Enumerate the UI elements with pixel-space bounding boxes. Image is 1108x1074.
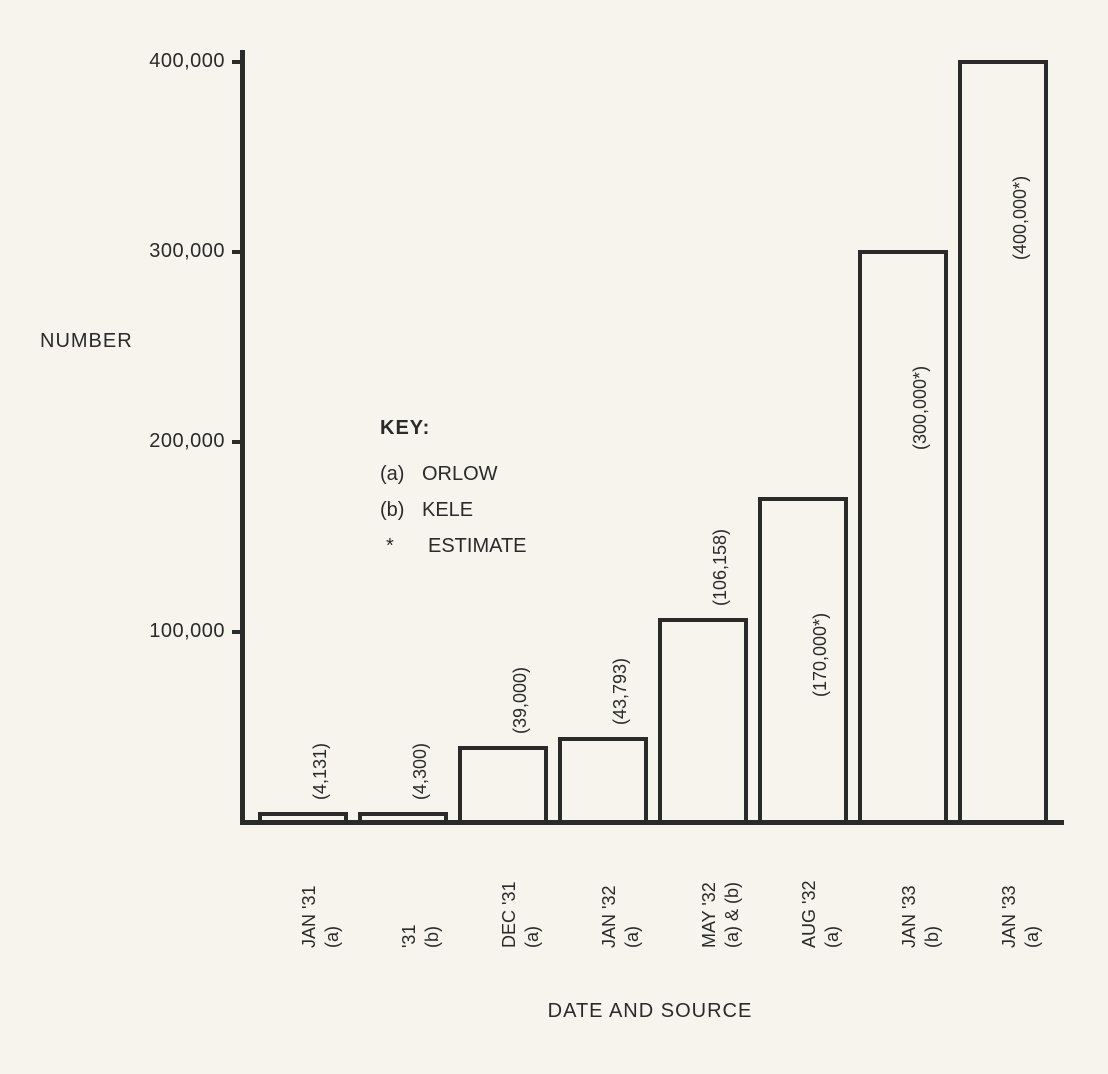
bar bbox=[458, 746, 548, 820]
x-category-label: JAN '33 (b) bbox=[898, 886, 945, 948]
bar-value-label: (4,131) bbox=[310, 743, 331, 800]
key-symbol: * bbox=[380, 528, 428, 564]
x-category-label: MAY '32 (a) & (b) bbox=[698, 882, 745, 948]
x-category-label: DEC '31 (a) bbox=[498, 882, 545, 948]
bar bbox=[358, 812, 448, 820]
bar bbox=[258, 812, 348, 820]
ytick-label: 200,000 bbox=[130, 430, 225, 453]
ytick-mark bbox=[232, 250, 244, 254]
chart-key: KEY: (a) ORLOW (b) KELE * ESTIMATE bbox=[380, 410, 527, 564]
bar-value-label: (43,793) bbox=[610, 658, 631, 725]
x-axis-line bbox=[240, 820, 1064, 825]
bar-value-label: (39,000) bbox=[510, 667, 531, 734]
x-category-label: JAN '33 (a) bbox=[998, 886, 1045, 948]
x-category-label: JAN '31 (a) bbox=[298, 886, 345, 948]
key-label: KELE bbox=[422, 492, 473, 528]
key-row: (a) ORLOW bbox=[380, 456, 527, 492]
bar-value-label: (170,000*) bbox=[810, 613, 831, 697]
key-title: KEY: bbox=[380, 410, 527, 446]
key-row: * ESTIMATE bbox=[380, 528, 527, 564]
key-symbol: (a) bbox=[380, 456, 422, 492]
chart-page: NUMBER 100,000 200,000 300,000 400,000 (… bbox=[0, 0, 1108, 1074]
bar-value-label: (400,000*) bbox=[1010, 176, 1031, 260]
bar bbox=[958, 60, 1048, 820]
key-symbol: (b) bbox=[380, 492, 422, 528]
ytick-label: 100,000 bbox=[130, 620, 225, 643]
bar bbox=[658, 618, 748, 820]
key-row: (b) KELE bbox=[380, 492, 527, 528]
bar bbox=[858, 250, 948, 820]
ytick-label: 300,000 bbox=[130, 240, 225, 263]
ytick-mark bbox=[232, 440, 244, 444]
bar-value-label: (106,158) bbox=[710, 529, 731, 606]
x-category-label: AUG '32 (a) bbox=[798, 881, 845, 948]
key-label: ESTIMATE bbox=[428, 528, 527, 564]
bar bbox=[758, 497, 848, 820]
bar bbox=[558, 737, 648, 820]
y-axis-line bbox=[240, 50, 245, 825]
ytick-label: 400,000 bbox=[130, 50, 225, 73]
bar-value-label: (4,300) bbox=[410, 743, 431, 800]
ytick-mark bbox=[232, 630, 244, 634]
ytick-mark bbox=[232, 60, 244, 64]
x-axis-title: DATE AND SOURCE bbox=[240, 1000, 1060, 1023]
x-category-label: JAN '32 (a) bbox=[598, 886, 645, 948]
x-category-label: '31 (b) bbox=[398, 925, 445, 948]
y-axis-title: NUMBER bbox=[40, 330, 133, 353]
bar-value-label: (300,000*) bbox=[910, 366, 931, 450]
key-label: ORLOW bbox=[422, 456, 498, 492]
